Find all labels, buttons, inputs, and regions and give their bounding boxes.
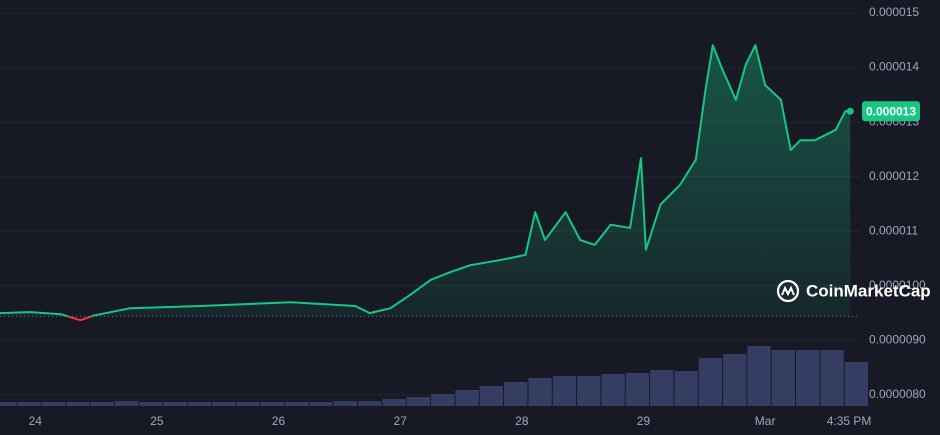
watermark: CoinMarketCap [776, 279, 931, 303]
price-badge-label: 0.000013 [866, 104, 916, 118]
volume-bar [285, 402, 309, 406]
volume-bar [382, 399, 406, 406]
volume-bar [747, 346, 771, 406]
y-tick-label: 0.000012 [869, 169, 919, 183]
volume-bar [674, 371, 698, 406]
volume-bar [771, 350, 796, 406]
watermark-text: CoinMarketCap [806, 281, 931, 300]
volume-bar [479, 386, 504, 406]
volume-bar [66, 402, 90, 406]
volume-bar [0, 402, 17, 406]
volume-bar [163, 402, 187, 406]
volume-bar [187, 402, 212, 406]
volume-bar [820, 350, 844, 406]
volume-bar [90, 402, 114, 406]
volume-bar [41, 402, 66, 406]
volume-bar [528, 378, 552, 406]
y-tick-label: 0.000011 [869, 223, 918, 237]
volume-bar [236, 402, 260, 406]
volume-bar [625, 373, 650, 406]
y-tick-label: 0.0000100 [869, 278, 926, 292]
volume-bar [309, 402, 333, 406]
x-tick-label: 24 [29, 414, 43, 428]
volume-bar [723, 354, 747, 406]
volume-bar [504, 382, 528, 406]
price-line [0, 44, 851, 317]
volume-bar [139, 402, 163, 406]
x-tick-label: 26 [272, 414, 286, 428]
volume-bar [17, 402, 41, 406]
volume-bar [698, 358, 723, 406]
x-tick-label: 4:35 PM [827, 414, 872, 428]
volume-bar [552, 376, 577, 406]
volume-bar [796, 350, 820, 406]
volume-bar [650, 370, 674, 406]
price-badge [862, 101, 920, 122]
volume-bar [260, 402, 285, 406]
volume-bar [114, 401, 139, 406]
y-tick-label: 0.0000080 [869, 387, 926, 401]
volume-bar [406, 397, 431, 406]
volume-bar [577, 376, 601, 406]
x-tick-label: 25 [150, 414, 164, 428]
x-tick-label: 29 [637, 414, 651, 428]
volume-bar [844, 362, 869, 406]
y-tick-label: 0.0000090 [869, 333, 926, 347]
volume-bar [358, 401, 382, 406]
x-tick-label: Mar [755, 414, 776, 428]
y-tick-label: 0.000014 [869, 60, 919, 74]
x-tick-label: 27 [394, 414, 408, 428]
volume-bar [601, 374, 625, 406]
volume-bar [333, 401, 358, 406]
volume-bar [431, 394, 455, 406]
y-tick-label: 0.000015 [869, 5, 919, 19]
volume-bar [212, 402, 236, 406]
volume-bar [455, 390, 479, 406]
price-area [0, 45, 851, 317]
last-point [846, 107, 854, 115]
x-tick-label: 28 [515, 414, 529, 428]
